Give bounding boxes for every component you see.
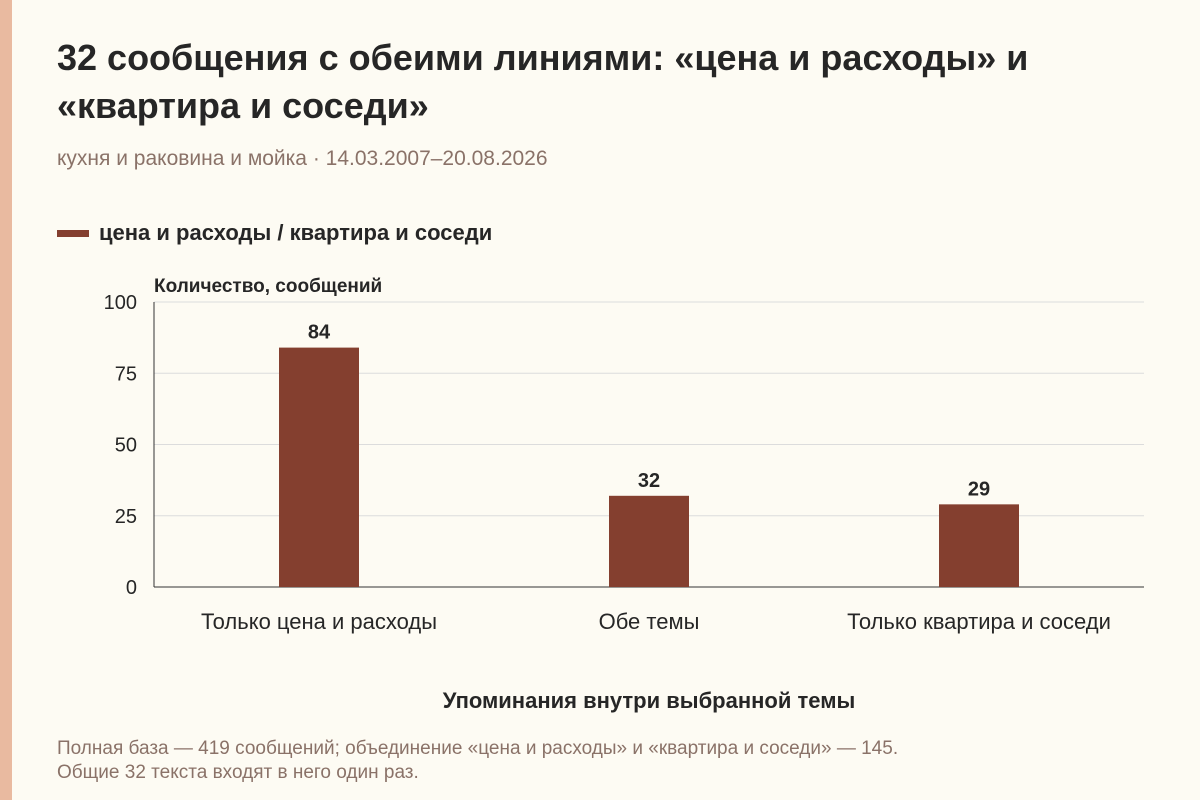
y-tick-label: 50 [115,435,137,457]
bar-chart: 0 25 50 75 100 Количество, сообщений 84 Только … [104,276,1144,713]
bar [939,504,1019,587]
data-label: 84 [308,322,331,344]
legend-swatch [57,229,89,237]
x-tick-label: Только квартира и соседи [847,609,1111,634]
footnote: Полная база — 419 сообщений; объединение… [57,737,1157,785]
y-tick-label: 100 [104,292,137,314]
legend-label: цена и расходы / квартира и соседи [99,220,493,245]
chart-subtitle: кухня и раковина и мойка · 14.03.2007–20… [57,147,548,170]
legend: цена и расходы / квартира и соседи [57,218,492,248]
y-tick-label: 25 [115,506,137,528]
bar [279,347,359,587]
footnote-line-2: Общие 32 текста входят в него один раз. [57,762,419,783]
bar [609,495,689,587]
y-tick-label: 0 [126,577,137,599]
x-tick-label: Обе темы [599,609,700,634]
data-label: 29 [968,478,990,500]
y-tick-label: 75 [115,363,137,385]
data-label: 32 [638,470,660,492]
y-axis-label: Количество, сообщений [154,276,382,297]
x-axis-label: Упоминания внутри выбранной темы [443,688,856,713]
x-tick-label: Только цена и расходы [201,609,437,634]
footnote-line-1: Полная база — 419 сообщений; объединение… [57,738,899,759]
accent-stripe [0,0,12,800]
chart-title: 32 сообщения с обеими линиями: «цена и р… [57,37,1029,126]
